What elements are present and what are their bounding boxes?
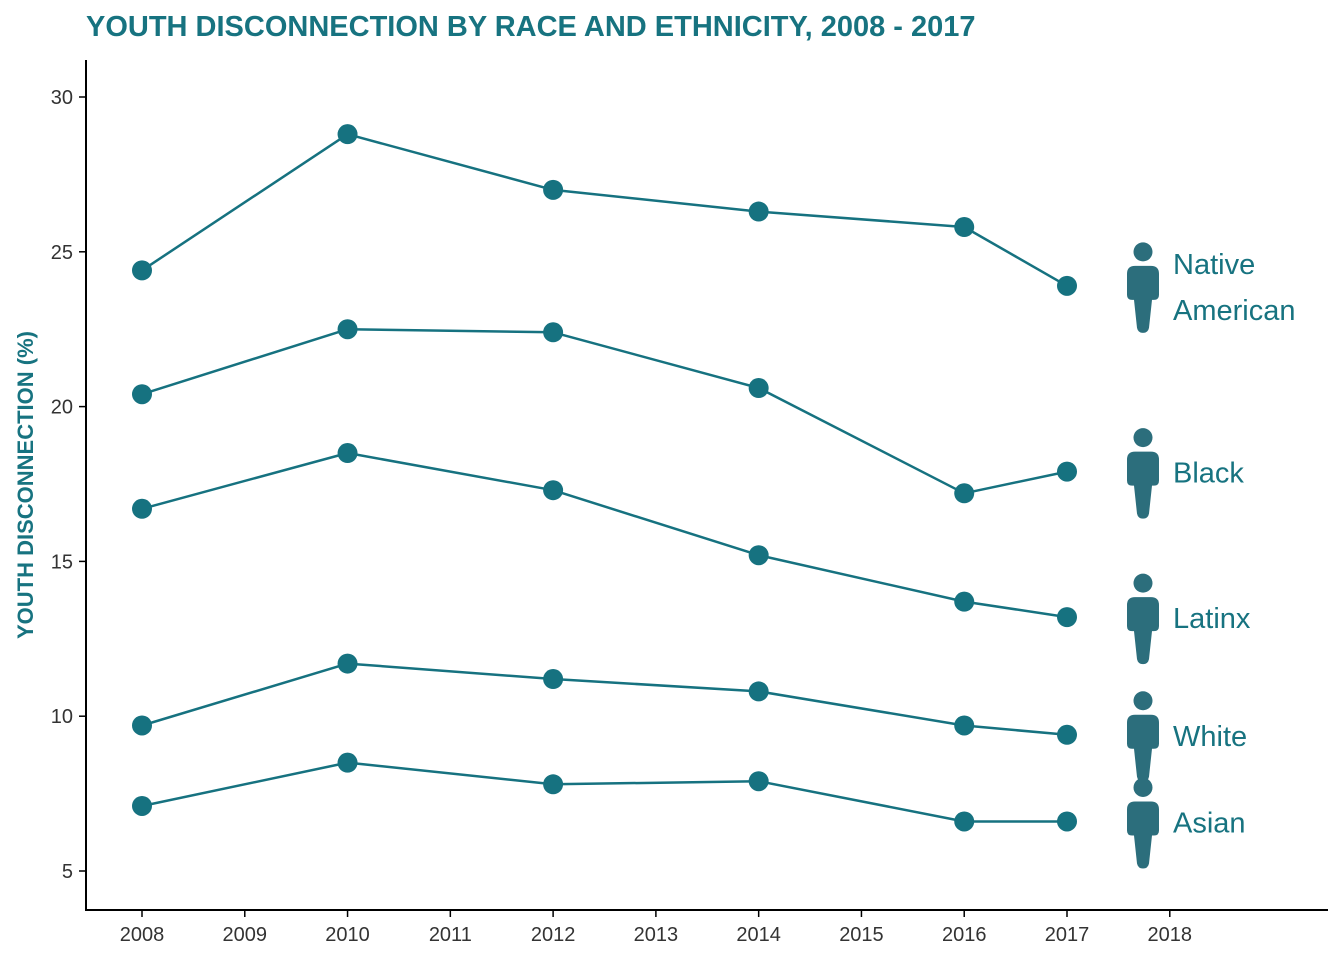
series-line bbox=[141, 761, 1067, 823]
series-label: White bbox=[1173, 721, 1247, 753]
y-tick-label: 25 bbox=[51, 242, 73, 264]
data-point bbox=[543, 322, 564, 343]
data-point bbox=[337, 443, 358, 464]
data-point bbox=[748, 201, 769, 222]
data-point bbox=[337, 124, 358, 145]
data-point bbox=[132, 498, 152, 519]
series-line bbox=[141, 451, 1068, 619]
data-point bbox=[954, 811, 975, 832]
x-tick-label: 2014 bbox=[736, 924, 781, 946]
person-icon bbox=[1127, 242, 1159, 333]
x-tick-label: 2008 bbox=[120, 924, 165, 946]
y-tick-label: 10 bbox=[51, 706, 73, 728]
series-labels: Native American Black Latinx White Asian bbox=[1127, 242, 1296, 869]
data-point bbox=[337, 752, 358, 773]
data-point bbox=[543, 179, 564, 200]
series-native-american bbox=[132, 124, 1077, 296]
x-tick-label: 2016 bbox=[942, 924, 987, 946]
data-point bbox=[748, 545, 769, 566]
x-tick-label: 2011 bbox=[429, 924, 472, 946]
data-point bbox=[954, 715, 975, 736]
person-icon bbox=[1127, 777, 1159, 869]
data-point bbox=[954, 483, 975, 504]
data-point bbox=[748, 771, 769, 792]
data-point bbox=[543, 480, 564, 501]
series-label: Asian bbox=[1173, 807, 1246, 839]
series-label: Black bbox=[1173, 458, 1244, 490]
data-point bbox=[132, 715, 152, 736]
data-point bbox=[1057, 724, 1077, 745]
data-point bbox=[748, 681, 769, 702]
x-tick-label: 2013 bbox=[634, 924, 679, 946]
x-tick-label: 2009 bbox=[223, 924, 268, 946]
series-line bbox=[141, 132, 1068, 287]
series-black bbox=[132, 319, 1077, 504]
y-tick-label: 15 bbox=[51, 551, 73, 573]
x-tick-label: 2018 bbox=[1148, 924, 1193, 946]
axes: 5 10 15 20 25 30 2008 2009 2010 2011 2012 2013 2014 2… bbox=[51, 60, 1328, 946]
x-tick-label: 2017 bbox=[1045, 924, 1090, 946]
series-line bbox=[141, 327, 1068, 495]
data-point bbox=[543, 669, 564, 690]
series-asian bbox=[132, 752, 1077, 832]
data-point bbox=[337, 653, 358, 674]
data-point bbox=[1057, 811, 1077, 832]
data-point bbox=[1057, 275, 1077, 296]
data-point bbox=[132, 795, 152, 816]
y-tick-label: 20 bbox=[51, 397, 73, 419]
series-white bbox=[132, 653, 1077, 745]
data-point bbox=[337, 319, 358, 340]
series-label: Native bbox=[1173, 249, 1255, 281]
data-point bbox=[132, 384, 152, 405]
data-point bbox=[1057, 461, 1077, 482]
series-layer bbox=[132, 124, 1077, 832]
y-axis-label: YOUTH DISCONNECTION (%) bbox=[13, 331, 38, 639]
series-label: American bbox=[1173, 295, 1296, 327]
person-icon bbox=[1127, 428, 1159, 519]
person-icon bbox=[1127, 573, 1159, 665]
data-point bbox=[132, 260, 152, 281]
series-label: Latinx bbox=[1173, 603, 1251, 635]
chart-title: YOUTH DISCONNECTION BY RACE AND ETHNICIT… bbox=[86, 11, 976, 43]
person-icon bbox=[1127, 691, 1159, 782]
y-tick-label: 5 bbox=[62, 861, 73, 883]
x-tick-label: 2010 bbox=[325, 924, 370, 946]
data-point bbox=[1057, 607, 1077, 628]
data-point bbox=[954, 217, 975, 238]
series-latinx bbox=[132, 443, 1077, 628]
series-line bbox=[141, 662, 1068, 737]
data-point bbox=[954, 591, 975, 612]
data-point bbox=[748, 378, 769, 399]
x-tick-label: 2015 bbox=[839, 924, 884, 946]
x-tick-label: 2012 bbox=[531, 924, 576, 946]
y-tick-label: 30 bbox=[51, 87, 73, 109]
data-point bbox=[543, 774, 564, 795]
